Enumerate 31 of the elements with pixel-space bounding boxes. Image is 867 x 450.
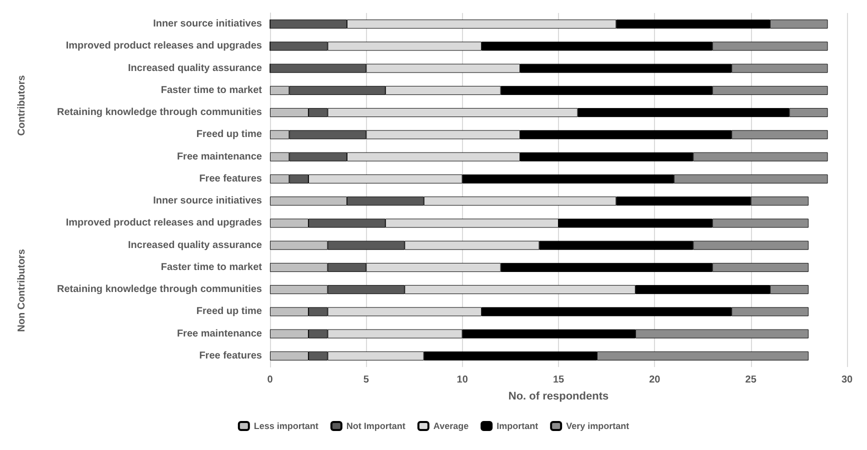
y-tick-label: Increased quality assurance bbox=[128, 240, 262, 251]
x-tick-label: 20 bbox=[649, 374, 661, 386]
legend-label: Less important bbox=[254, 421, 318, 431]
x-tick-label: 0 bbox=[267, 374, 274, 386]
legend-label: Average bbox=[433, 421, 469, 431]
y-tick-label: Freed up time bbox=[196, 129, 262, 140]
y-tick-label: Retaining knowledge through communities bbox=[56, 284, 262, 296]
y-tick-label: Free features bbox=[199, 173, 262, 184]
y-tick-label: Faster time to market bbox=[160, 84, 263, 96]
y-tick-label: Increased quality assurance bbox=[128, 62, 262, 74]
y-tick-label: Inner source initiatives bbox=[153, 196, 262, 207]
x-tick-label: 25 bbox=[745, 374, 757, 386]
x-axis-title: No. of respondents bbox=[508, 390, 609, 402]
legend-label: Very important bbox=[566, 421, 630, 431]
y-tick-label: Free maintenance bbox=[176, 328, 262, 340]
y-tick-label: Faster time to market bbox=[160, 262, 263, 273]
x-tick-label: 5 bbox=[363, 374, 370, 386]
x-tick-label: 15 bbox=[552, 374, 564, 386]
text: Non Contributors bbox=[16, 248, 28, 332]
text: Contributors bbox=[16, 74, 28, 136]
y-tick-label: Free features bbox=[199, 350, 262, 362]
legend-label: Important bbox=[496, 421, 538, 431]
legend-label: Not Important bbox=[346, 421, 406, 431]
y-tick-label: Improved product releases and upgrades bbox=[66, 40, 262, 52]
y-tick-label: Inner source initiatives bbox=[153, 18, 262, 30]
y-tick-label: Free maintenance bbox=[176, 151, 262, 162]
x-tick-label: 10 bbox=[456, 374, 468, 386]
x-tick-label: 30 bbox=[841, 374, 853, 386]
y-tick-label: Retaining knowledge through communities bbox=[56, 107, 262, 118]
y-tick-label: Improved product releases and upgrades bbox=[66, 218, 262, 229]
y-tick-label: Freed up time bbox=[196, 306, 262, 318]
